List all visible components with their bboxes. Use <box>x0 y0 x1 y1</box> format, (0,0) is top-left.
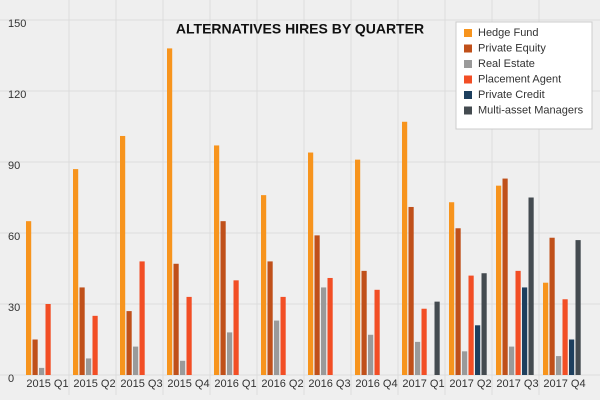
y-tick-label: 0 <box>8 373 14 385</box>
bar <box>569 339 575 375</box>
bar <box>92 315 98 375</box>
x-tick-label: 2017 Q3 <box>496 378 538 390</box>
bar <box>86 358 92 375</box>
bar <box>575 240 581 375</box>
bar <box>73 169 79 375</box>
bar <box>543 282 549 375</box>
bar <box>126 311 132 375</box>
bar <box>280 296 286 375</box>
y-tick-label: 150 <box>8 18 26 30</box>
bar <box>314 235 320 375</box>
bar <box>462 351 468 375</box>
bar <box>26 221 32 375</box>
bar <box>562 299 568 375</box>
x-tick-label: 2016 Q1 <box>214 378 256 390</box>
y-tick-label: 30 <box>8 302 20 314</box>
bar <box>261 195 267 375</box>
bar <box>481 273 487 375</box>
bar <box>227 332 233 375</box>
bar <box>220 221 226 375</box>
bar <box>402 121 408 376</box>
bar <box>434 301 440 375</box>
bar <box>509 346 515 375</box>
bar <box>361 270 367 375</box>
bar <box>528 197 534 375</box>
legend-box <box>455 21 593 130</box>
bar <box>515 270 521 375</box>
bar <box>549 237 555 375</box>
bar <box>502 178 508 375</box>
x-tick-label: 2017 Q1 <box>402 378 444 390</box>
bar <box>32 339 38 375</box>
x-tick-label: 2016 Q2 <box>261 378 303 390</box>
chart-title: ALTERNATIVES HIRES BY QUARTER <box>176 21 424 37</box>
bar <box>167 48 173 376</box>
x-tick-label: 2015 Q3 <box>120 378 162 390</box>
bar <box>308 152 314 375</box>
bar <box>79 287 85 375</box>
legend-label: Hedge Fund <box>478 27 539 39</box>
bar <box>415 341 421 375</box>
bar <box>556 356 562 375</box>
y-tick-label: 60 <box>8 231 20 243</box>
bar <box>180 360 186 375</box>
y-tick-label: 120 <box>8 89 26 101</box>
bar <box>496 185 502 375</box>
bar <box>233 280 239 375</box>
bar <box>133 346 139 375</box>
bar <box>214 145 220 375</box>
legend-swatch <box>464 29 472 37</box>
x-tick-label: 2016 Q3 <box>308 378 350 390</box>
bar <box>39 367 45 375</box>
x-tick-label: 2015 Q4 <box>167 378 209 390</box>
bar <box>321 287 327 375</box>
legend-label: Multi-asset Managers <box>478 104 584 116</box>
legend: Hedge Fund Private Equity Real Estate Place… <box>455 21 593 130</box>
bar <box>374 289 380 375</box>
legend-swatch <box>464 91 472 99</box>
bar <box>475 325 481 375</box>
bar <box>274 320 280 375</box>
bar <box>186 296 192 375</box>
bar <box>120 135 126 375</box>
bar <box>45 304 51 375</box>
bar <box>421 308 427 375</box>
legend-label: Real Estate <box>478 58 535 70</box>
legend-label: Private Credit <box>478 89 545 101</box>
x-tick-label: 2015 Q2 <box>73 378 115 390</box>
legend-swatch <box>464 60 472 68</box>
bar <box>355 159 361 375</box>
bar <box>408 206 414 375</box>
bar <box>522 287 528 375</box>
bar <box>327 277 333 375</box>
bar <box>468 275 474 375</box>
bar <box>449 202 455 375</box>
legend-swatch <box>464 106 472 115</box>
bar <box>173 263 179 375</box>
x-tick-label: 2017 Q2 <box>449 378 491 390</box>
legend-label: Placement Agent <box>478 73 561 85</box>
bar <box>368 334 374 375</box>
legend-label: Private Equity <box>478 42 546 54</box>
x-tick-label: 2015 Q1 <box>26 378 68 390</box>
y-tick-label: 90 <box>8 160 20 172</box>
bar <box>455 228 461 375</box>
bar <box>139 261 145 375</box>
bar <box>267 261 273 375</box>
bars: 2015 Q1 2015 Q2 2015 Q3 2015 Q4 2016 Q1 2016 … <box>26 48 586 390</box>
legend-swatch <box>464 75 472 84</box>
x-tick-label: 2017 Q4 <box>543 378 585 390</box>
x-tick-label: 2016 Q4 <box>355 378 397 390</box>
legend-swatch <box>464 44 472 53</box>
